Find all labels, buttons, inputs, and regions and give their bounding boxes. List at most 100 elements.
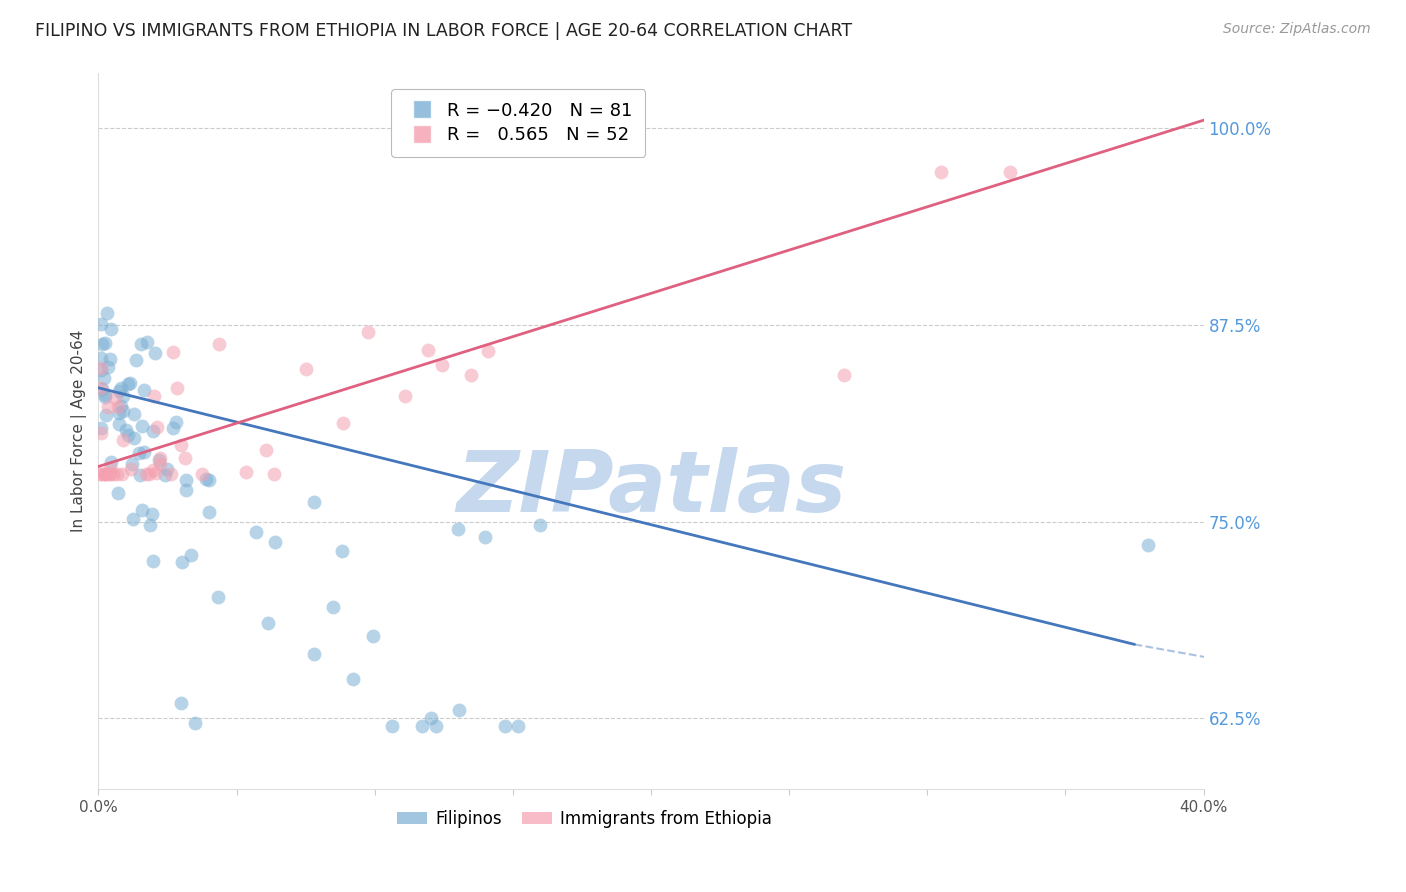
Point — [94, 467, 117, 482]
Point — [148, 451, 170, 466]
Text: FILIPINO VS IMMIGRANTS FROM ETHIOPIA IN LABOR FORCE | AGE 20-64 CORRELATION CHAR: FILIPINO VS IMMIGRANTS FROM ETHIOPIA IN … — [35, 22, 852, 40]
Text: ZIPatlas: ZIPatlas — [456, 447, 846, 530]
Point — [118, 376, 141, 391]
Point — [191, 467, 214, 482]
Point — [131, 503, 153, 517]
Point — [322, 600, 344, 615]
Point — [155, 462, 177, 476]
Point — [90, 421, 112, 435]
Point — [138, 467, 160, 482]
Point — [110, 381, 132, 395]
Point — [342, 672, 364, 686]
Point — [135, 467, 157, 482]
Point — [506, 719, 529, 733]
Point — [529, 517, 551, 532]
Text: Source: ZipAtlas.com: Source: ZipAtlas.com — [1223, 22, 1371, 37]
Point — [235, 465, 257, 479]
Point — [122, 431, 145, 445]
Point — [257, 616, 280, 631]
Point — [107, 417, 129, 431]
Point — [96, 306, 118, 320]
Point — [198, 505, 221, 519]
Point — [90, 351, 112, 366]
Point — [134, 445, 156, 459]
Legend: Filipinos, Immigrants from Ethiopia: Filipinos, Immigrants from Ethiopia — [391, 804, 779, 835]
Point — [148, 457, 170, 471]
Point — [170, 556, 193, 570]
Point — [160, 467, 183, 482]
Point — [90, 425, 112, 440]
Point — [111, 433, 134, 447]
Point — [108, 384, 131, 398]
Point — [141, 507, 163, 521]
Point — [162, 421, 184, 435]
Point — [170, 438, 193, 452]
Point — [494, 719, 516, 733]
Point — [104, 391, 127, 405]
Point — [98, 467, 121, 482]
Point — [122, 512, 145, 526]
Point — [98, 461, 121, 475]
Point — [100, 322, 122, 336]
Point — [245, 524, 267, 539]
Point — [170, 696, 193, 710]
Point — [120, 462, 142, 476]
Point — [416, 343, 439, 357]
Point — [446, 523, 468, 537]
Point — [90, 360, 112, 375]
Point — [128, 446, 150, 460]
Point — [208, 337, 231, 351]
Point — [129, 468, 152, 483]
Point — [131, 419, 153, 434]
Point — [425, 719, 447, 733]
Point — [142, 554, 165, 568]
Point — [90, 317, 112, 331]
Point — [174, 473, 197, 487]
Point — [145, 467, 167, 481]
Point — [90, 467, 112, 482]
Point — [447, 703, 470, 717]
Point — [381, 719, 404, 733]
Point — [90, 467, 112, 482]
Point — [111, 467, 134, 482]
Point — [117, 376, 139, 391]
Point — [90, 337, 112, 351]
Point — [143, 346, 166, 360]
Point — [162, 345, 184, 359]
Point — [165, 416, 187, 430]
Point — [148, 453, 170, 467]
Point — [112, 389, 135, 403]
Point — [142, 424, 165, 438]
Point — [98, 351, 121, 366]
Point — [361, 628, 384, 642]
Point — [180, 548, 202, 562]
Point — [91, 382, 114, 396]
Point — [90, 363, 112, 377]
Point — [105, 467, 128, 482]
Point — [139, 518, 162, 533]
Point — [1137, 538, 1160, 552]
Point — [166, 381, 188, 395]
Point — [97, 359, 120, 374]
Point — [304, 647, 326, 661]
Point — [115, 423, 138, 437]
Point — [198, 473, 221, 487]
Point — [184, 716, 207, 731]
Point — [122, 407, 145, 421]
Point — [100, 455, 122, 469]
Point — [330, 544, 353, 558]
Point — [153, 468, 176, 483]
Point — [411, 719, 433, 733]
Point — [97, 401, 120, 415]
Point — [142, 463, 165, 477]
Point — [263, 534, 285, 549]
Point — [263, 467, 285, 482]
Point — [108, 406, 131, 420]
Point — [477, 344, 499, 359]
Point — [135, 335, 157, 350]
Point — [93, 388, 115, 402]
Point — [112, 404, 135, 418]
Point — [394, 389, 416, 403]
Point — [93, 467, 115, 482]
Point — [98, 467, 121, 482]
